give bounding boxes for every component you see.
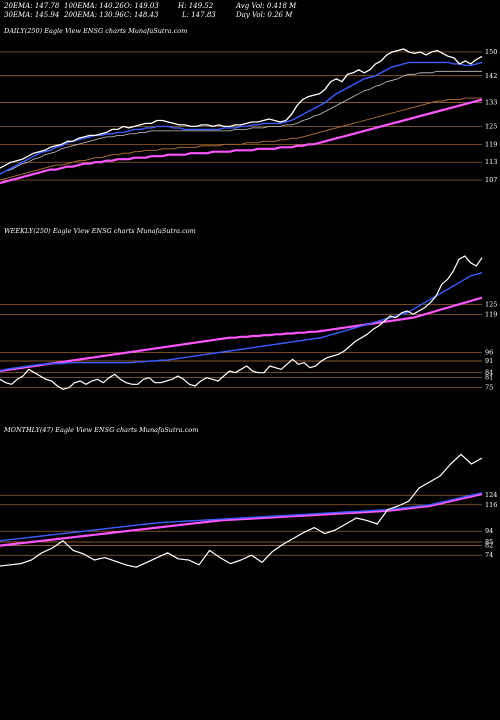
weekly-level-label-2: 96 [485, 349, 493, 357]
monthly-level-label-0: 124 [485, 491, 497, 499]
daily-level-label-5: 113 [485, 158, 497, 166]
weekly-series-2 [0, 296, 483, 373]
daily-level-label-6: 107 [485, 176, 497, 184]
monthly-series-2 [0, 492, 483, 547]
open-value: O: 149.03 [124, 2, 159, 10]
daily-level-label-1: 142 [485, 72, 497, 80]
weekly-level-label-0: 125 [485, 300, 497, 308]
daily-series-3 [0, 97, 482, 181]
weekly-level-label-4: 84 [485, 369, 493, 377]
daily-level-label-0: 150 [485, 48, 497, 56]
weekly-series-1 [0, 272, 483, 372]
weekly-series-0 [0, 255, 483, 390]
indicator-header: 20EMA: 147.78 100EMA: 140.26O: 149.03 H: 1… [4, 2, 296, 20]
indicator-row-2: 30EMA: 145.94 200EMA: 130.96C: 148.43 L: 1… [4, 11, 296, 20]
monthly-panel-title: MONTHLY(47) Eagle View ENSG charts Munaf… [4, 426, 199, 434]
daily-level-label-3: 125 [485, 122, 497, 130]
weekly-level-label-5: 81 [485, 374, 493, 382]
ema200-value: 200EMA: 130.96 [64, 11, 124, 19]
low-value: L: 147.83 [182, 11, 216, 19]
weekly-level-label-6: 75 [485, 384, 493, 392]
monthly-level-label-2: 94 [485, 527, 493, 535]
weekly-panel-title: WEEKLY(250) Eagle View ENSG charts Munaf… [4, 227, 196, 235]
monthly-level-label-4: 82 [485, 542, 493, 550]
weekly-level-label-1: 119 [485, 310, 497, 318]
day-vol-value: Day Vol: 0.26 M [236, 11, 293, 19]
avg-vol-value: Avg Vol: 0.418 M [236, 2, 297, 10]
daily-level-label-2: 133 [485, 99, 497, 107]
ema100-value: 100EMA: 140.26 [64, 2, 124, 10]
monthly-level-label-3: 85 [485, 538, 493, 546]
close-value: C: 148.43 [124, 11, 159, 19]
daily-series-4 [0, 98, 483, 185]
monthly-series-0 [0, 453, 483, 568]
daily-panel-title: DAILY(250) Eagle View ENSG charts Munafa… [4, 27, 188, 35]
monthly-level-label-1: 116 [485, 501, 497, 509]
daily-series-0 [0, 48, 483, 169]
high-value: H: 149.52 [178, 2, 214, 10]
ema30-value: 30EMA: 145.94 [4, 11, 60, 19]
indicator-row-1: 20EMA: 147.78 100EMA: 140.26O: 149.03 H: 1… [4, 2, 296, 11]
daily-series-1 [0, 61, 483, 175]
daily-series-2 [0, 70, 482, 175]
monthly-level-label-5: 74 [485, 551, 493, 559]
daily-level-label-4: 119 [485, 140, 497, 148]
weekly-level-label-3: 91 [485, 357, 493, 365]
monthly-series-1 [0, 492, 483, 542]
ema20-value: 20EMA: 147.78 [4, 2, 60, 10]
daily-chart: 150 142 133 125 119 113 107 [0, 48, 497, 185]
